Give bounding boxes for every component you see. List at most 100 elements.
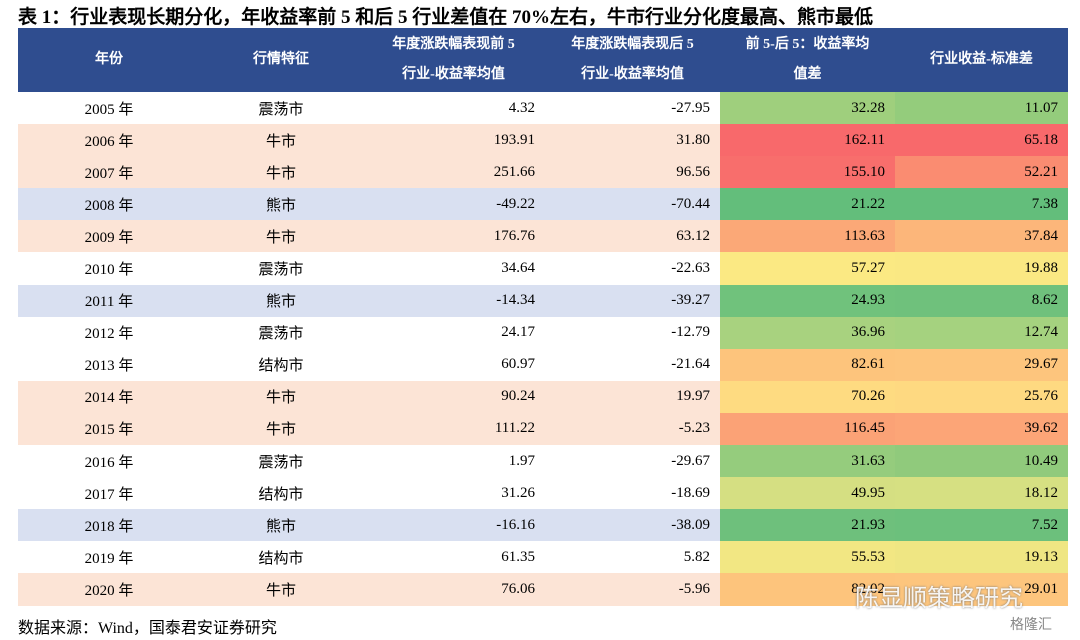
table-cell: 63.12 [545, 220, 720, 253]
table-cell: 2011 年 [18, 284, 200, 317]
table-cell: 162.11 [720, 124, 895, 157]
table-cell: -38.09 [545, 509, 720, 542]
table-cell: 176.76 [362, 220, 545, 253]
table-cell: 70.26 [720, 380, 895, 413]
table-cell: 82.61 [720, 348, 895, 381]
table-cell: 牛市 [200, 573, 362, 606]
table-cell: 55.53 [720, 541, 895, 574]
table-cell: -14.34 [362, 284, 545, 317]
table-row: 2006 年牛市 193.91 31.80 162.11 65.18 [18, 124, 1068, 157]
header-line: 行业-收益率均值 [402, 67, 505, 82]
table-cell: 牛市 [200, 412, 362, 446]
table-row: 2012 年震荡市 24.17 -12.79 36.96 12.74 [18, 316, 1068, 349]
table-cell: 2014 年 [18, 380, 200, 413]
table-cell: 2009 年 [18, 220, 200, 253]
table-cell: 2016 年 [18, 445, 200, 478]
table-row: 2017 年结构市 31.26 -18.69 49.95 18.12 [18, 477, 1068, 510]
table-cell: 116.45 [720, 412, 895, 446]
table-row: 2013 年结构市 60.97 -21.64 82.61 29.67 [18, 348, 1068, 381]
table-cell: -22.63 [545, 252, 720, 285]
table-body: 2005 年震荡市 4.32 -27.95 32.28 11.07 2006 年牛市 193… [18, 92, 1068, 606]
table-cell: 52.21 [895, 156, 1068, 189]
table-cell: 结构市 [200, 348, 362, 381]
title: 表 1：行业表现长期分化，年收益率前 5 和后 5 行业差值在 70%左右，牛市… [18, 7, 874, 28]
table-cell: 82.02 [720, 573, 895, 606]
table-cell: 5.82 [545, 541, 720, 574]
header-line: 行业-收益率均值 [581, 67, 684, 82]
header-line: 行业收益-标准差 [930, 52, 1033, 67]
header-line: 值差 [793, 67, 822, 82]
table-cell: 36.96 [720, 316, 895, 349]
table-cell: -5.96 [545, 573, 720, 606]
table-cell: 1.97 [362, 445, 545, 478]
header-cell: 行业收益-标准差 [895, 28, 1068, 92]
table-cell: 29.01 [895, 573, 1068, 606]
table-cell: 震荡市 [200, 92, 362, 125]
table-cell: 7.38 [895, 188, 1068, 221]
table-cell: 21.93 [720, 509, 895, 542]
table-row: 2008 年熊市 -49.22 -70.44 21.22 7.38 [18, 188, 1068, 221]
table-row: 2005 年震荡市 4.32 -27.95 32.28 11.07 [18, 92, 1068, 125]
table-cell: 震荡市 [200, 316, 362, 349]
table-cell: 结构市 [200, 541, 362, 574]
header-cell: 行情特征 [200, 28, 362, 92]
table-cell: 155.10 [720, 156, 895, 189]
watermark: 陈显顺策略研究 [855, 584, 1023, 612]
header-cell: 年份 [18, 28, 200, 92]
table-cell: 24.93 [720, 284, 895, 317]
table-cell: 37.84 [895, 220, 1068, 253]
table-cell: 39.62 [895, 412, 1068, 446]
header-cell: 前 5-后 5：收益率均 值差 [720, 28, 895, 92]
table-cell: -70.44 [545, 188, 720, 221]
table-row: 2015 年牛市 111.22 -5.23 116.45 39.62 [18, 412, 1068, 446]
table-row: 2014 年牛市 90.24 19.97 70.26 25.76 [18, 380, 1068, 413]
table-cell: 31.26 [362, 477, 545, 510]
table-cell: 震荡市 [200, 445, 362, 478]
table-cell: 2015 年 [18, 412, 200, 446]
table-cell: 29.67 [895, 348, 1068, 381]
table-cell: -29.67 [545, 445, 720, 478]
table-cell: 32.28 [720, 92, 895, 125]
table: 年份 行情特征 年度涨跌幅表现前 5 行业-收益率均值 年度涨跌幅表现后 5 行业-收益率… [18, 28, 1068, 606]
table-cell: 31.63 [720, 445, 895, 478]
source: 数据来源：Wind，国泰君安证券研究 [18, 620, 277, 637]
table-cell: 2010 年 [18, 252, 200, 285]
table-cell: 113.63 [720, 220, 895, 253]
table-cell: 牛市 [200, 156, 362, 189]
table-cell: 61.35 [362, 541, 545, 574]
table-cell: -18.69 [545, 477, 720, 510]
table-cell: 2005 年 [18, 92, 200, 125]
table-row: 2016 年震荡市 1.97 -29.67 31.63 10.49 [18, 445, 1068, 478]
table-cell: 熊市 [200, 509, 362, 542]
header-line: 年份 [95, 52, 123, 67]
table-cell: 2020 年 [18, 573, 200, 606]
table-row: 2020 年牛市 76.06 -5.96 82.02 29.01 [18, 573, 1068, 606]
table-cell: 251.66 [362, 156, 545, 189]
header-line: 行情特征 [253, 52, 309, 67]
table-cell: 2006 年 [18, 124, 200, 157]
table-cell: 11.07 [895, 92, 1068, 125]
table-cell: 18.12 [895, 477, 1068, 510]
header-row: 年份 行情特征 年度涨跌幅表现前 5 行业-收益率均值 年度涨跌幅表现后 5 行业-收益率… [18, 28, 1068, 92]
table-cell: 65.18 [895, 124, 1068, 157]
table-cell: -16.16 [362, 509, 545, 542]
table-row: 2011 年熊市 -14.34 -39.27 24.93 8.62 [18, 284, 1068, 317]
table-cell: 2019 年 [18, 541, 200, 574]
table-cell: 90.24 [362, 380, 545, 413]
table-cell: 57.27 [720, 252, 895, 285]
table-cell: -27.95 [545, 92, 720, 125]
table-cell: -39.27 [545, 284, 720, 317]
table-cell: 96.56 [545, 156, 720, 189]
table-cell: 10.49 [895, 445, 1068, 478]
table-cell: 2017 年 [18, 477, 200, 510]
logo: 格隆汇 [1010, 617, 1052, 633]
table-cell: 19.97 [545, 380, 720, 413]
table-cell: 19.13 [895, 541, 1068, 574]
table-row: 2010 年震荡市 34.64 -22.63 57.27 19.88 [18, 252, 1068, 285]
header-line: 年度涨跌幅表现前 5 [392, 37, 515, 52]
table-cell: 熊市 [200, 284, 362, 317]
header-line: 前 5-后 5：收益率均 [745, 37, 870, 52]
table-cell: -5.23 [545, 412, 720, 446]
table-cell: 牛市 [200, 124, 362, 157]
